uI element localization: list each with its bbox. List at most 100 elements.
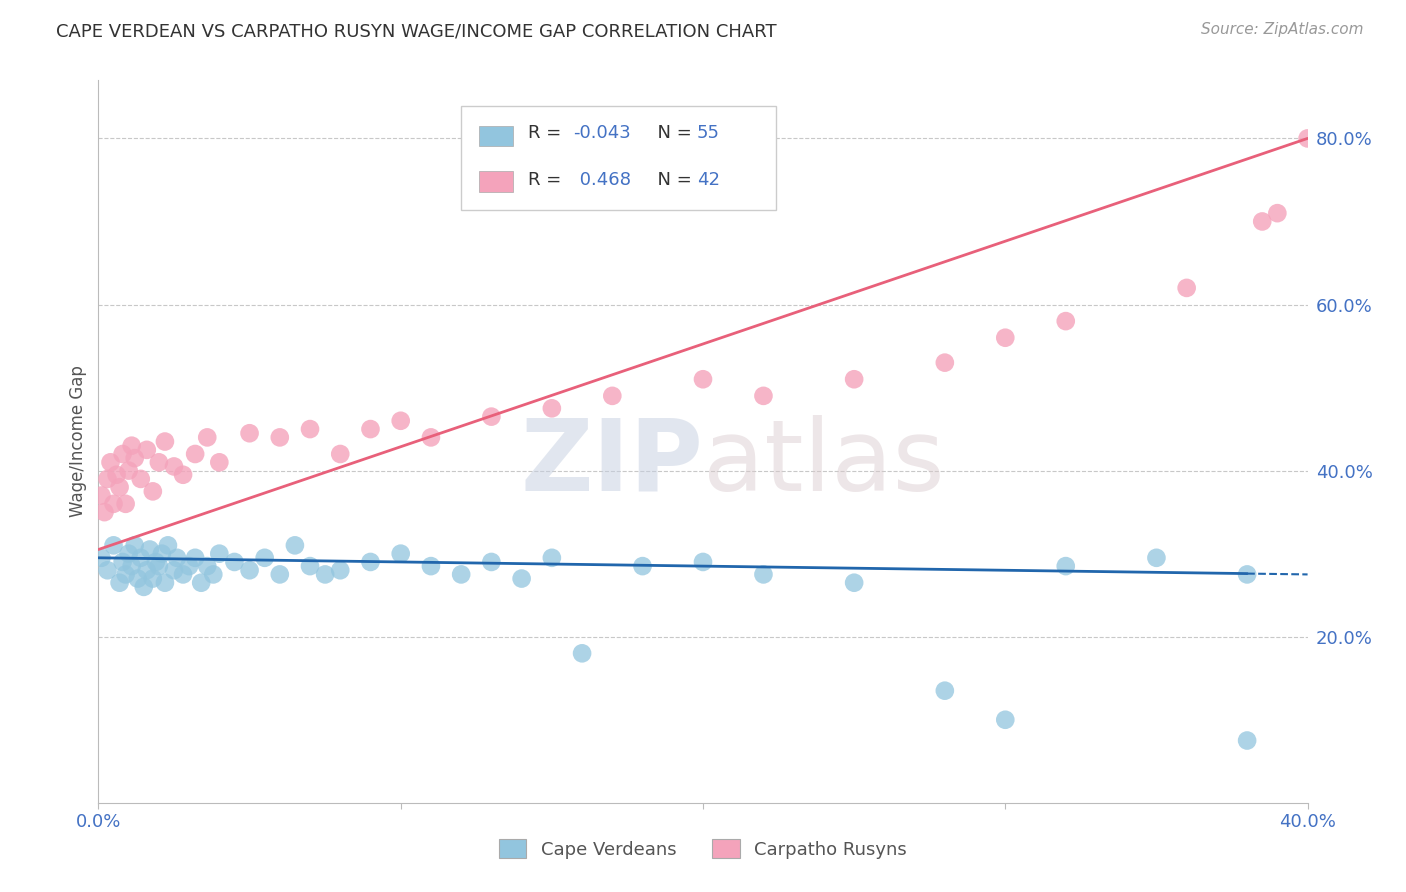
Point [1054,559,1077,574]
Point [105,467,128,482]
Point [994,713,1017,727]
Point [481,555,503,569]
Legend: Cape Verdeans, Carpatho Rusyns: Cape Verdeans, Carpatho Rusyns [492,832,914,866]
FancyBboxPatch shape [479,171,513,192]
Point [239,426,262,441]
Point [994,331,1017,345]
Point [90,550,112,565]
Point [239,563,262,577]
Point [1236,733,1258,747]
Text: 0.468: 0.468 [574,171,631,189]
Point [93,505,115,519]
Point [135,563,157,577]
Point [148,455,170,469]
Point [540,401,562,416]
Point [1251,214,1274,228]
FancyBboxPatch shape [479,126,513,146]
Y-axis label: Wage/Income Gap: Wage/Income Gap [69,366,87,517]
Text: Source: ZipAtlas.com: Source: ZipAtlas.com [1201,22,1364,37]
Point [114,497,136,511]
Point [124,538,146,552]
Point [934,683,956,698]
Text: N =: N = [647,171,697,189]
Point [420,430,443,444]
Point [132,580,155,594]
Point [127,572,149,586]
Point [844,575,866,590]
Text: R =: R = [527,171,567,189]
Point [142,572,165,586]
Point [692,372,714,386]
Point [314,567,336,582]
Text: CAPE VERDEAN VS CARPATHO RUSYN WAGE/INCOME GAP CORRELATION CHART: CAPE VERDEAN VS CARPATHO RUSYN WAGE/INCO… [56,22,778,40]
Point [269,567,291,582]
Point [100,455,122,469]
Point [103,538,125,552]
Point [389,547,412,561]
Point [190,575,212,590]
Point [118,547,141,561]
Point [1175,281,1198,295]
Point [224,555,246,569]
Point [571,646,593,660]
Point [1267,206,1289,220]
Point [142,484,165,499]
Point [96,563,118,577]
Point [111,555,134,569]
Text: 55: 55 [697,124,720,142]
Point [284,538,307,552]
Point [103,497,125,511]
Point [166,550,188,565]
Text: -0.043: -0.043 [574,124,631,142]
Text: ZIP: ZIP [520,415,703,512]
Point [184,550,207,565]
Point [153,575,176,590]
Point [163,459,186,474]
Point [90,489,112,503]
Point [299,422,322,436]
Point [121,559,143,574]
Point [153,434,176,449]
Point [121,439,143,453]
Point [208,547,231,561]
Point [195,559,218,574]
Point [934,356,956,370]
Point [450,567,472,582]
Point [150,547,173,561]
Text: N =: N = [647,124,697,142]
Point [195,430,218,444]
Point [692,555,714,569]
Point [156,538,179,552]
Point [602,389,624,403]
Point [510,572,533,586]
Point [96,472,118,486]
Point [202,567,225,582]
Point [481,409,503,424]
Point [1236,567,1258,582]
Point [752,567,775,582]
Point [108,480,131,494]
Point [135,442,157,457]
Point [124,451,146,466]
Point [118,464,141,478]
Point [111,447,134,461]
Point [148,559,170,574]
Point [129,550,152,565]
Point [139,542,162,557]
Point [172,567,194,582]
Text: 42: 42 [697,171,720,189]
Point [208,455,231,469]
Point [184,447,207,461]
Point [1296,131,1319,145]
Point [269,430,291,444]
Point [253,550,276,565]
Point [844,372,866,386]
Point [360,555,382,569]
Point [299,559,322,574]
Text: atlas: atlas [703,415,945,512]
Point [145,555,167,569]
Point [172,467,194,482]
Point [420,559,443,574]
Point [114,567,136,582]
FancyBboxPatch shape [461,105,776,211]
